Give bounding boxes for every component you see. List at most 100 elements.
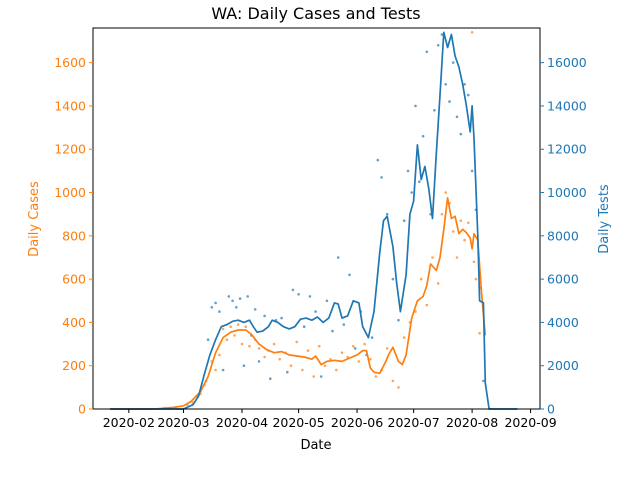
tests-point-40	[406, 169, 410, 173]
left-y-tick-label-6: 1200	[54, 142, 86, 157]
axes-box	[92, 27, 541, 410]
cases-point-44	[391, 379, 395, 383]
cases-point-58	[459, 219, 463, 222]
tests-point-28	[342, 323, 346, 326]
x-tick-label-7: 2020-09	[504, 415, 556, 430]
cases-point-30	[312, 375, 316, 378]
right-y-tick-label-1: 2000	[547, 358, 579, 373]
cases-point-26	[289, 364, 293, 368]
cases-point-16	[240, 342, 244, 346]
x-tick-label-5: 2020-07	[388, 415, 440, 430]
right-y-tick-label-3: 6000	[547, 272, 579, 287]
cases-point-14	[233, 334, 236, 337]
cases-point-11	[221, 327, 225, 331]
tests-point-56	[467, 93, 470, 97]
left-y-tick-label-8: 1600	[54, 55, 86, 70]
cases-point-32	[323, 364, 327, 368]
right-y-tick-label-2: 4000	[547, 315, 579, 330]
cases-point-35	[340, 351, 344, 355]
cases-point-36	[346, 355, 349, 359]
tests-point-15	[269, 377, 272, 381]
tests-point-8	[238, 297, 242, 300]
tests-point-50	[444, 83, 448, 86]
left-y-tick-label-2: 400	[62, 315, 86, 330]
tests-point-34	[376, 158, 380, 162]
cases-point-34	[335, 368, 338, 372]
tests-point-29	[348, 273, 351, 277]
cases-point-63	[474, 277, 478, 281]
cases-point-10	[218, 353, 221, 357]
left-y-tick-label-4: 800	[62, 228, 86, 243]
cases-point-45	[397, 386, 400, 389]
tests-point-22	[308, 295, 312, 298]
right-y-tick-label-5: 10000	[547, 185, 587, 200]
tests-line	[110, 31, 518, 410]
cases-point-54	[444, 191, 448, 194]
left-y-axis-ticks: 0 200 400 600 800 1000 1200 1400 1600	[54, 55, 93, 417]
right-y-axis-label: Daily Tests	[597, 184, 612, 254]
cases-point-56	[451, 230, 455, 233]
tests-point-33	[370, 336, 374, 339]
tests-point-53	[455, 115, 459, 119]
cases-point-43	[385, 347, 389, 350]
cases-point-33	[329, 357, 332, 361]
tests-point-36	[385, 212, 389, 216]
right-y-tick-label-8: 16000	[547, 55, 587, 70]
cases-point-57	[455, 256, 459, 259]
tests-point-0	[206, 338, 210, 342]
tests-point-48	[436, 44, 440, 47]
tests-point-13	[257, 360, 261, 363]
tests-point-10	[246, 295, 249, 298]
tests-point-23	[314, 310, 317, 313]
cases-point-53	[440, 212, 444, 216]
tests-point-43	[418, 180, 421, 183]
tests-point-57	[470, 169, 474, 173]
tests-point-26	[331, 329, 334, 333]
tests-point-21	[302, 325, 306, 329]
left-y-axis-label: Daily Cases	[27, 181, 42, 257]
tests-point-49	[440, 33, 444, 36]
tests-point-54	[459, 132, 463, 136]
cases-point-28	[301, 368, 304, 372]
right-y-tick-label-6: 12000	[547, 142, 587, 157]
left-y-tick-label-7: 1400	[54, 98, 86, 113]
tests-point-52	[451, 61, 455, 64]
cases-point-41	[374, 375, 378, 378]
right-y-tick-label-7: 14000	[547, 98, 587, 113]
tests-point-17	[280, 316, 283, 320]
cases-point-21	[263, 355, 266, 359]
cases-point-38	[357, 360, 361, 363]
tests-point-47	[433, 109, 436, 112]
cases-point-20	[257, 347, 261, 350]
tests-point-55	[463, 83, 466, 86]
cases-point-27	[295, 340, 299, 344]
tests-point-7	[235, 306, 238, 309]
x-tick-label-3: 2020-05	[272, 415, 324, 430]
tests-point-60	[482, 379, 485, 383]
x-tick-label-0: 2020-02	[103, 415, 155, 430]
tests-point-12	[253, 308, 257, 311]
right-y-tick-label-0: 0	[547, 402, 555, 417]
cases-point-24	[278, 357, 282, 361]
cases-point-50	[425, 303, 429, 307]
tests-point-5	[227, 295, 231, 298]
tests-point-19	[291, 288, 295, 292]
tests-point-51	[448, 100, 451, 103]
x-tick-label-4: 2020-06	[331, 415, 383, 430]
cases-point-23	[272, 342, 276, 346]
cases-point-9	[214, 368, 217, 372]
tests-point-14	[263, 314, 266, 318]
cases-point-39	[363, 342, 366, 346]
cases-point-61	[470, 31, 474, 34]
tests-point-41	[410, 191, 414, 194]
cases-point-62	[472, 260, 476, 264]
right-y-tick-label-4: 8000	[547, 228, 579, 243]
tests-point-38	[397, 318, 400, 322]
tests-point-1	[210, 306, 214, 309]
cases-point-37	[352, 344, 355, 348]
left-y-tick-label-1: 200	[62, 358, 86, 373]
cases-point-46	[402, 336, 406, 339]
tests-point-4	[221, 368, 225, 372]
cases-point-13	[229, 325, 232, 329]
right-y-axis-ticks: 0 2000 4000 6000 8000 10000 12000 14000 16000	[540, 55, 587, 417]
